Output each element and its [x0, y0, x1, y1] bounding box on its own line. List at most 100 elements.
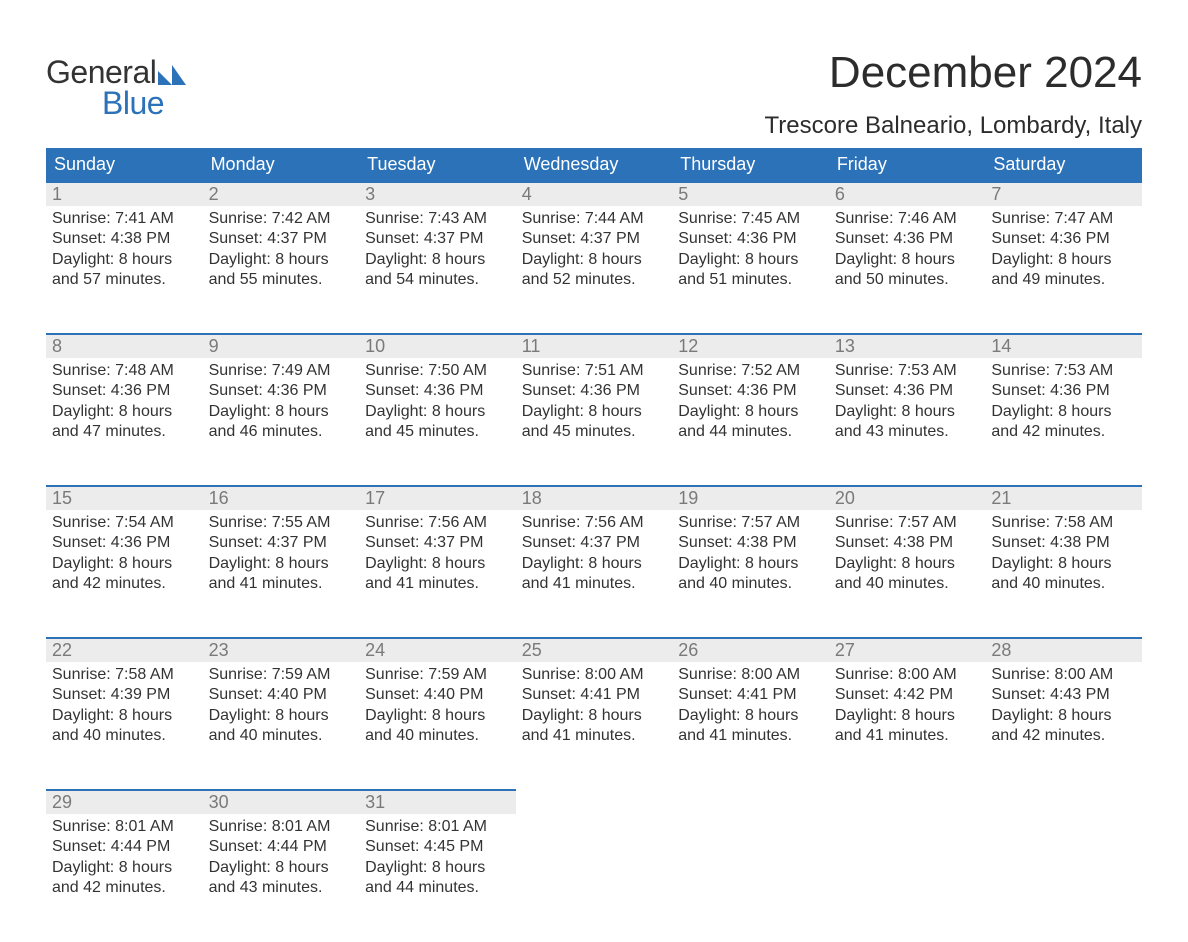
sunrise-text: Sunrise: 7:55 AM: [209, 513, 354, 533]
day-header: Friday: [829, 148, 986, 182]
daylight-text-1: Daylight: 8 hours: [678, 250, 823, 270]
logo: General Blue: [46, 48, 186, 122]
day-number-cell: 5: [672, 182, 829, 206]
daylight-text-2: and 40 minutes.: [835, 574, 980, 594]
day-cell-content: Sunrise: 7:48 AMSunset: 4:36 PMDaylight:…: [46, 358, 203, 447]
daylight-text-1: Daylight: 8 hours: [52, 554, 197, 574]
day-number-cell: 15: [46, 486, 203, 510]
daylight-text-1: Daylight: 8 hours: [365, 250, 510, 270]
day-cell-content: Sunrise: 7:56 AMSunset: 4:37 PMDaylight:…: [359, 510, 516, 599]
daylight-text-1: Daylight: 8 hours: [209, 554, 354, 574]
day-cell: Sunrise: 7:55 AMSunset: 4:37 PMDaylight:…: [203, 510, 360, 638]
day-cell-content: Sunrise: 7:45 AMSunset: 4:36 PMDaylight:…: [672, 206, 829, 295]
day-cell-content: Sunrise: 8:01 AMSunset: 4:44 PMDaylight:…: [46, 814, 203, 903]
sunset-text: Sunset: 4:44 PM: [209, 837, 354, 857]
day-number: 6: [829, 183, 986, 206]
month-title: December 2024: [765, 48, 1143, 98]
daylight-text-1: Daylight: 8 hours: [991, 706, 1136, 726]
day-number: 26: [672, 639, 829, 662]
daylight-text-1: Daylight: 8 hours: [835, 250, 980, 270]
sunrise-text: Sunrise: 7:48 AM: [52, 361, 197, 381]
daylight-text-1: Daylight: 8 hours: [835, 554, 980, 574]
day-cell: Sunrise: 7:44 AMSunset: 4:37 PMDaylight:…: [516, 206, 673, 334]
day-cell: Sunrise: 8:01 AMSunset: 4:44 PMDaylight:…: [203, 814, 360, 942]
day-header: Tuesday: [359, 148, 516, 182]
daylight-text-2: and 41 minutes.: [835, 726, 980, 746]
day-number-cell: 4: [516, 182, 673, 206]
day-number-cell: 8: [46, 334, 203, 358]
day-number: 23: [203, 639, 360, 662]
daylight-text-2: and 43 minutes.: [835, 422, 980, 442]
daylight-text-2: and 44 minutes.: [365, 878, 510, 898]
day-cell-content: Sunrise: 8:01 AMSunset: 4:44 PMDaylight:…: [203, 814, 360, 903]
day-number-cell: 27: [829, 638, 986, 662]
day-number: 21: [985, 487, 1142, 510]
day-cell-content: Sunrise: 7:50 AMSunset: 4:36 PMDaylight:…: [359, 358, 516, 447]
day-cell-content: Sunrise: 7:52 AMSunset: 4:36 PMDaylight:…: [672, 358, 829, 447]
week-daynum-row: 293031: [46, 790, 1142, 814]
day-cell: Sunrise: 8:00 AMSunset: 4:43 PMDaylight:…: [985, 662, 1142, 790]
day-cell: Sunrise: 8:01 AMSunset: 4:45 PMDaylight:…: [359, 814, 516, 942]
sunrise-text: Sunrise: 7:54 AM: [52, 513, 197, 533]
daylight-text-1: Daylight: 8 hours: [365, 706, 510, 726]
day-number-cell: 23: [203, 638, 360, 662]
day-number: 17: [359, 487, 516, 510]
daylight-text-1: Daylight: 8 hours: [522, 706, 667, 726]
daylight-text-2: and 42 minutes.: [991, 726, 1136, 746]
sunrise-text: Sunrise: 8:01 AM: [209, 817, 354, 837]
day-number: 12: [672, 335, 829, 358]
day-cell-content: Sunrise: 7:51 AMSunset: 4:36 PMDaylight:…: [516, 358, 673, 447]
daylight-text-2: and 41 minutes.: [365, 574, 510, 594]
week-content-row: Sunrise: 7:48 AMSunset: 4:36 PMDaylight:…: [46, 358, 1142, 486]
day-number: 5: [672, 183, 829, 206]
day-number-cell: 30: [203, 790, 360, 814]
daylight-text-2: and 51 minutes.: [678, 270, 823, 290]
sunset-text: Sunset: 4:36 PM: [52, 381, 197, 401]
day-number-cell: [672, 790, 829, 814]
daylight-text-1: Daylight: 8 hours: [365, 554, 510, 574]
day-cell: Sunrise: 7:41 AMSunset: 4:38 PMDaylight:…: [46, 206, 203, 334]
sunrise-text: Sunrise: 7:45 AM: [678, 209, 823, 229]
day-cell: Sunrise: 7:56 AMSunset: 4:37 PMDaylight:…: [516, 510, 673, 638]
daylight-text-1: Daylight: 8 hours: [991, 250, 1136, 270]
sunset-text: Sunset: 4:40 PM: [209, 685, 354, 705]
sunset-text: Sunset: 4:36 PM: [522, 381, 667, 401]
day-cell: Sunrise: 7:47 AMSunset: 4:36 PMDaylight:…: [985, 206, 1142, 334]
title-block: December 2024 Trescore Balneario, Lombar…: [765, 48, 1143, 140]
daylight-text-1: Daylight: 8 hours: [52, 706, 197, 726]
day-number-cell: 3: [359, 182, 516, 206]
calendar-header-row: Sunday Monday Tuesday Wednesday Thursday…: [46, 148, 1142, 182]
daylight-text-2: and 41 minutes.: [522, 726, 667, 746]
day-cell: [672, 814, 829, 942]
sunrise-text: Sunrise: 7:52 AM: [678, 361, 823, 381]
day-number-cell: 1: [46, 182, 203, 206]
day-number: 9: [203, 335, 360, 358]
sunset-text: Sunset: 4:36 PM: [52, 533, 197, 553]
day-number: 30: [203, 791, 360, 814]
day-cell-content: Sunrise: 7:54 AMSunset: 4:36 PMDaylight:…: [46, 510, 203, 599]
week-content-row: Sunrise: 7:41 AMSunset: 4:38 PMDaylight:…: [46, 206, 1142, 334]
daylight-text-2: and 46 minutes.: [209, 422, 354, 442]
day-number-cell: 9: [203, 334, 360, 358]
day-number-cell: 20: [829, 486, 986, 510]
day-cell: [516, 814, 673, 942]
calendar-table: Sunday Monday Tuesday Wednesday Thursday…: [46, 148, 1142, 942]
daylight-text-2: and 47 minutes.: [52, 422, 197, 442]
week-content-row: Sunrise: 7:58 AMSunset: 4:39 PMDaylight:…: [46, 662, 1142, 790]
daylight-text-2: and 40 minutes.: [52, 726, 197, 746]
page-header: General Blue December 2024 Trescore Baln…: [46, 48, 1142, 140]
day-number: 16: [203, 487, 360, 510]
day-cell: Sunrise: 7:51 AMSunset: 4:36 PMDaylight:…: [516, 358, 673, 486]
sunset-text: Sunset: 4:41 PM: [522, 685, 667, 705]
sunrise-text: Sunrise: 7:51 AM: [522, 361, 667, 381]
daylight-text-2: and 45 minutes.: [365, 422, 510, 442]
sunset-text: Sunset: 4:37 PM: [522, 229, 667, 249]
day-number-cell: 29: [46, 790, 203, 814]
day-cell: Sunrise: 7:50 AMSunset: 4:36 PMDaylight:…: [359, 358, 516, 486]
daylight-text-1: Daylight: 8 hours: [991, 554, 1136, 574]
day-cell: [829, 814, 986, 942]
week-daynum-row: 15161718192021: [46, 486, 1142, 510]
day-number: 25: [516, 639, 673, 662]
sunset-text: Sunset: 4:40 PM: [365, 685, 510, 705]
sunset-text: Sunset: 4:37 PM: [365, 229, 510, 249]
